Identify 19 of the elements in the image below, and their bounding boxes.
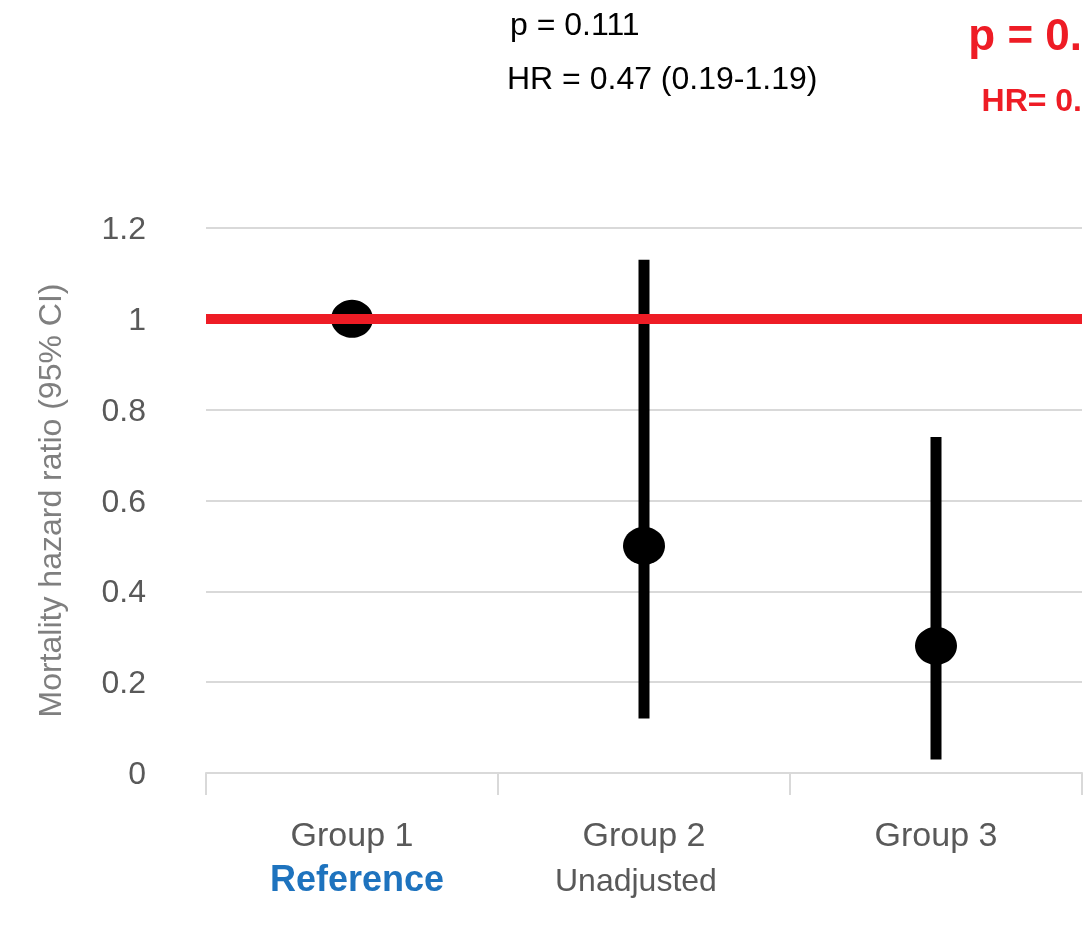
y-tick-label: 0.6 xyxy=(101,482,146,519)
x-tick-label: Group 2 xyxy=(582,815,706,853)
text: p = 0. xyxy=(968,9,1082,59)
point xyxy=(623,526,665,565)
text: p = 0.111 xyxy=(510,6,640,42)
y-tick-label: 1 xyxy=(128,300,146,337)
y-axis-title: Mortality hazard ratio (95% CI) xyxy=(32,283,68,718)
text: Reference xyxy=(270,857,445,899)
y-tick-label: 1.2 xyxy=(101,210,146,246)
text: HR= 0. xyxy=(981,82,1082,118)
text: Unadjusted xyxy=(555,862,717,898)
y-tick-label: 0.2 xyxy=(101,664,146,701)
y-tick-label: 0.8 xyxy=(101,391,146,428)
point xyxy=(915,626,957,665)
x-tick-label: Group 3 xyxy=(874,815,998,853)
text: HR = 0.47 (0.19-1.19) xyxy=(507,60,818,96)
x-tick-label: Group 1 xyxy=(290,815,414,853)
y-tick-label: 0 xyxy=(128,755,146,791)
y-tick-label: 0.4 xyxy=(101,573,146,610)
